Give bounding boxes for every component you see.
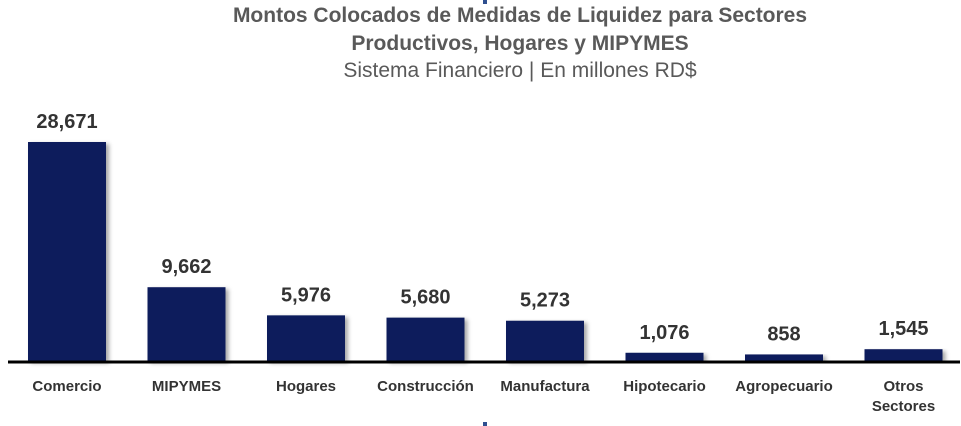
- data-label: 1,076: [639, 322, 689, 344]
- category-label: Hogares: [276, 378, 336, 395]
- category-label: Hipotecario: [623, 378, 706, 395]
- bar-hogares: [267, 315, 345, 361]
- data-label: 5,976: [281, 284, 331, 306]
- chart-title-line-2: Productivos, Hogares y MIPYMES: [351, 32, 689, 55]
- data-label: 5,273: [520, 290, 570, 312]
- data-label: 5,680: [400, 287, 450, 309]
- bar-mipymes: [147, 287, 226, 361]
- data-label: 858: [767, 323, 800, 345]
- bars-group: [28, 142, 943, 361]
- data-label: 1,545: [878, 318, 928, 340]
- category-label: Manufactura: [500, 378, 590, 395]
- bar-otros-sectores: [864, 349, 943, 361]
- bar-manufactura: [506, 320, 584, 361]
- bar-hipotecario: [625, 352, 704, 361]
- labels-group: 28,671 Comercio 9,662 MIPYMES 5,976 Hogares 5,…: [32, 111, 935, 415]
- category-label: Construcción: [377, 378, 474, 395]
- bar-agropecuario: [745, 354, 823, 361]
- category-label: Otros: [883, 378, 923, 395]
- category-label: MIPYMES: [152, 378, 221, 395]
- data-label: 9,662: [161, 256, 211, 278]
- bottom-marker: [483, 422, 487, 426]
- category-label: Agropecuario: [735, 378, 833, 395]
- category-label: Sectores: [872, 398, 935, 415]
- top-marker: [483, 0, 487, 4]
- bar-comercio: [28, 142, 106, 361]
- data-label: 28,671: [36, 111, 97, 133]
- category-label: Comercio: [32, 378, 101, 395]
- bar-construcción: [386, 317, 465, 361]
- chart-title-line-1: Montos Colocados de Medidas de Liquidez …: [232, 4, 808, 27]
- chart-subtitle: Sistema Financiero | En millones RD$: [343, 59, 697, 82]
